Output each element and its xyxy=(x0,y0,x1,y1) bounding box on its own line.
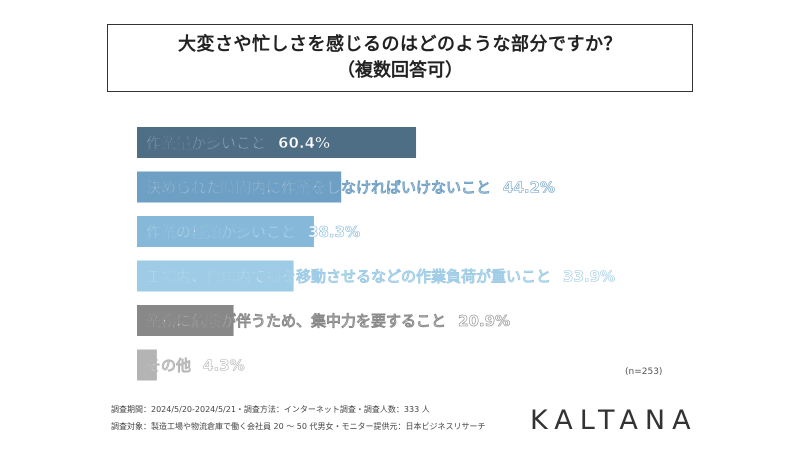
bar-category-label-6: その他 xyxy=(146,357,191,375)
sample-size-note: (n=253) xyxy=(625,367,663,377)
bar-6 xyxy=(137,349,157,381)
chart-title-box: 大変さや忙しさを感じるのはどのような部分ですか？ （複数回答可） xyxy=(107,24,693,92)
bar-2 xyxy=(137,171,342,203)
bar-category-label-5: 業務に危険が伴うため、集中力を要すること xyxy=(145,312,446,330)
bar-1 xyxy=(137,127,417,158)
bar-4 xyxy=(137,260,294,292)
bar-value-label-1: 60.4% xyxy=(278,134,330,152)
bar-value-label-3: 38.3% xyxy=(308,223,360,241)
bar-value-label-5: 20.9% xyxy=(458,312,510,330)
chart-subtitle: （複数回答可） xyxy=(337,60,463,81)
bar-category-label-3: 作業の種類が多いこと xyxy=(146,223,296,241)
bar-3 xyxy=(137,216,314,247)
bar-5 xyxy=(137,305,234,336)
bar-value-label-2: 44.2% xyxy=(503,179,555,197)
bar-value-label-4: 33.9% xyxy=(563,268,615,286)
brand-logo: KALTANA xyxy=(530,405,698,436)
footnote-survey-target: 調査対象：製造工場や物流倉庫で働く会社員 20 ～ 50 代男女・モニター提供元… xyxy=(111,422,486,431)
bar-category-label-2: 決められた時間内に作業をしなければいけないこと xyxy=(146,179,491,197)
chart-title: 大変さや忙しさを感じるのはどのような部分ですか？ xyxy=(178,34,622,55)
bar-category-label-4: 工場内、倉庫内で物を移動させるなどの作業負荷が重いこと xyxy=(146,268,551,286)
bar-value-label-6: 4.3% xyxy=(203,357,245,375)
footnote-survey-period: 調査期間：2024/5/20-2024/5/21・調査方法：インターネット調査・… xyxy=(111,405,430,414)
bar-category-label-1: 作業量が多いこと xyxy=(146,134,266,152)
